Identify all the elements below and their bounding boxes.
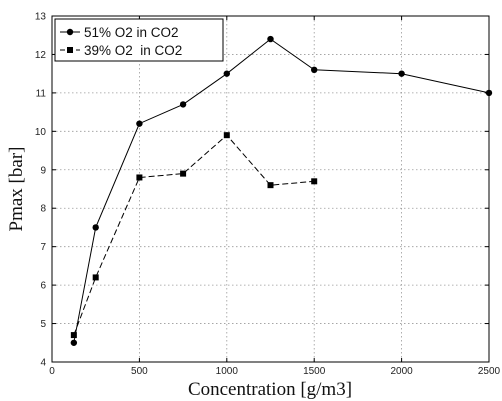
data-point-1 [136,174,142,180]
data-point-1 [311,178,317,184]
data-point-1 [224,132,230,138]
data-point-0 [136,120,142,126]
data-point-0 [180,101,186,107]
legend-label-39-o2: 39% O2 in CO2 [84,43,182,58]
data-point-1 [180,171,186,177]
data-point-1 [93,274,99,280]
data-point-0 [267,36,273,42]
y-tick-label: 13 [35,12,47,23]
legend-marker-51-o2 [67,29,73,35]
plot-area [52,16,489,362]
data-point-0 [311,67,317,73]
y-tick-label: 4 [40,358,46,369]
data-point-0 [224,70,230,76]
y-tick-label: 9 [40,165,46,176]
x-tick-label: 2000 [390,366,413,377]
y-tick-label: 11 [36,88,47,99]
x-tick-label: 2500 [478,366,501,377]
y-tick-label: 6 [40,281,46,292]
y-tick-label: 8 [40,204,46,215]
data-point-0 [71,340,77,346]
legend: 51% O2 in CO2 39% O2 in CO2 [55,19,223,61]
legend-label-51-o2: 51% O2 in CO2 [84,25,179,40]
data-point-1 [268,182,274,188]
y-tick-label: 5 [40,319,46,330]
x-tick-label: 1500 [303,366,326,377]
y-tick-label: 12 [35,50,47,61]
x-tick-label: 1000 [216,366,239,377]
data-point-0 [398,70,404,76]
legend-marker-39-o2 [67,47,73,53]
x-tick-label: 0 [49,366,55,377]
data-point-1 [71,332,77,338]
y-axis-label: Pmax [bar] [6,147,27,232]
y-tick-label: 7 [40,242,46,253]
y-tick-label: 10 [35,127,47,138]
x-tick-label: 500 [131,366,148,377]
x-axis-label: Concentration [g/m3] [188,379,352,400]
data-point-0 [93,224,99,230]
